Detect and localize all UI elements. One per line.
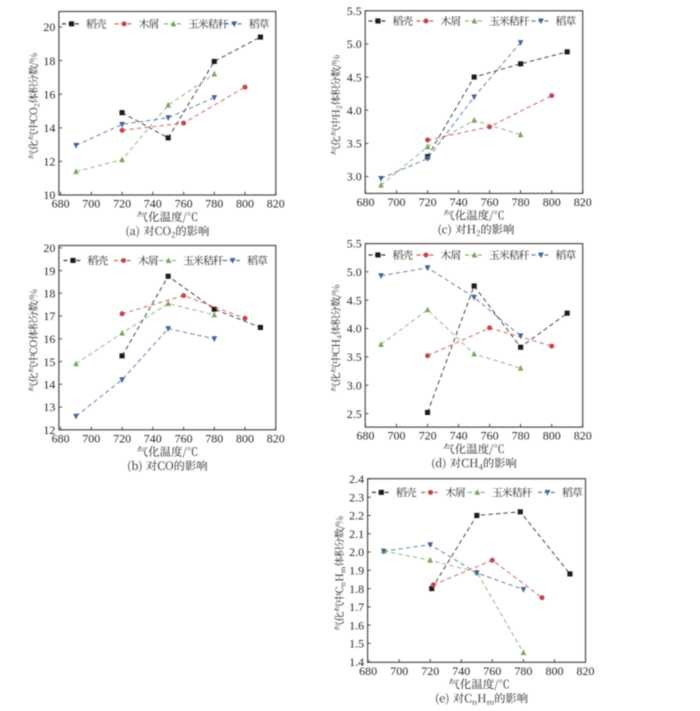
svg-text:680: 680 — [359, 664, 377, 678]
svg-text:720: 720 — [421, 664, 439, 678]
svg-text:800: 800 — [236, 197, 254, 211]
svg-text:3.5: 3.5 — [347, 137, 362, 151]
svg-text:3.5: 3.5 — [347, 350, 362, 364]
svg-text:1.8: 1.8 — [349, 582, 364, 596]
svg-text:14: 14 — [43, 121, 55, 135]
svg-text:3.0: 3.0 — [347, 378, 362, 392]
svg-text:800: 800 — [546, 664, 564, 678]
svg-text:5.0: 5.0 — [347, 37, 362, 51]
svg-text:3.0: 3.0 — [347, 170, 362, 184]
svg-text:700: 700 — [388, 429, 406, 443]
svg-text:1.7: 1.7 — [349, 600, 364, 614]
svg-text:20: 20 — [43, 20, 55, 34]
svg-text:1.4: 1.4 — [349, 655, 364, 669]
svg-text:1.5: 1.5 — [349, 637, 364, 651]
svg-text:740: 740 — [450, 195, 468, 209]
svg-text:700: 700 — [82, 431, 100, 445]
svg-text:780: 780 — [205, 197, 223, 211]
svg-text:19: 19 — [43, 264, 55, 278]
svg-text:16: 16 — [43, 332, 55, 346]
svg-text:740: 740 — [452, 664, 470, 678]
svg-text:760: 760 — [481, 429, 499, 443]
svg-text:4.5: 4.5 — [347, 70, 362, 84]
svg-text:17: 17 — [43, 309, 55, 323]
svg-text:18: 18 — [43, 287, 55, 301]
svg-text:820: 820 — [574, 429, 592, 443]
svg-text:1.9: 1.9 — [349, 564, 364, 578]
svg-text:15: 15 — [43, 355, 55, 369]
svg-text:740: 740 — [144, 431, 162, 445]
svg-text:760: 760 — [483, 664, 501, 678]
svg-text:4.0: 4.0 — [347, 103, 362, 117]
svg-text:5.0: 5.0 — [347, 265, 362, 279]
svg-text:2.1: 2.1 — [349, 527, 364, 541]
svg-text:720: 720 — [419, 429, 437, 443]
svg-text:20: 20 — [43, 241, 55, 255]
svg-text:780: 780 — [514, 664, 532, 678]
svg-text:4.5: 4.5 — [347, 293, 362, 307]
svg-text:760: 760 — [175, 431, 193, 445]
svg-text:800: 800 — [236, 431, 254, 445]
svg-text:680: 680 — [52, 431, 70, 445]
svg-text:720: 720 — [113, 431, 131, 445]
svg-text:16: 16 — [43, 87, 55, 101]
svg-text:680: 680 — [357, 429, 375, 443]
svg-text:740: 740 — [144, 197, 162, 211]
svg-text:780: 780 — [512, 195, 530, 209]
svg-text:12: 12 — [43, 423, 55, 437]
svg-text:4.0: 4.0 — [347, 322, 362, 336]
svg-text:820: 820 — [577, 664, 595, 678]
svg-text:780: 780 — [512, 429, 530, 443]
svg-text:10: 10 — [43, 188, 55, 202]
svg-text:820: 820 — [574, 195, 592, 209]
svg-text:13: 13 — [43, 400, 55, 414]
svg-text:5.5: 5.5 — [347, 237, 362, 251]
svg-text:700: 700 — [388, 195, 406, 209]
svg-text:700: 700 — [390, 664, 408, 678]
svg-text:700: 700 — [82, 197, 100, 211]
svg-text:2.2: 2.2 — [349, 509, 364, 523]
svg-text:820: 820 — [267, 431, 285, 445]
svg-text:680: 680 — [52, 197, 70, 211]
svg-text:800: 800 — [543, 429, 561, 443]
svg-text:720: 720 — [113, 197, 131, 211]
svg-text:18: 18 — [43, 54, 55, 68]
svg-text:14: 14 — [43, 378, 55, 392]
svg-text:2.4: 2.4 — [349, 472, 364, 486]
svg-text:1.6: 1.6 — [349, 618, 364, 632]
svg-text:2.0: 2.0 — [349, 545, 364, 559]
svg-text:820: 820 — [267, 197, 285, 211]
svg-text:780: 780 — [205, 431, 223, 445]
svg-text:2.3: 2.3 — [349, 490, 364, 504]
svg-text:740: 740 — [450, 429, 468, 443]
svg-text:720: 720 — [419, 195, 437, 209]
svg-text:2.5: 2.5 — [347, 407, 362, 421]
svg-text:760: 760 — [481, 195, 499, 209]
svg-text:680: 680 — [357, 195, 375, 209]
svg-text:5.5: 5.5 — [347, 4, 362, 18]
svg-text:12: 12 — [43, 155, 55, 169]
svg-text:800: 800 — [543, 195, 561, 209]
svg-text:760: 760 — [175, 197, 193, 211]
